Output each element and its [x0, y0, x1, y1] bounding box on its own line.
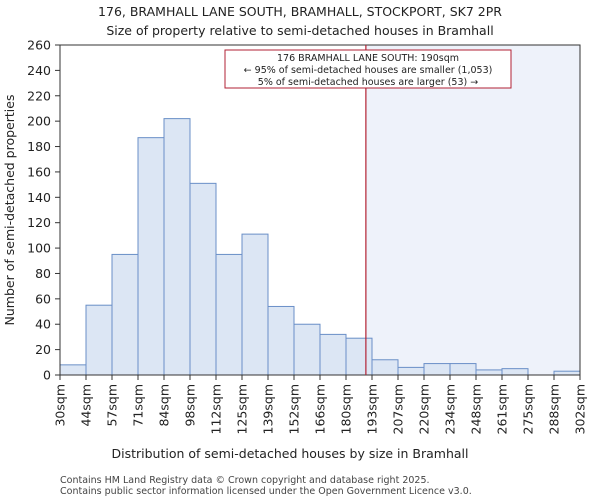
- bar-112sqm: [215, 253, 243, 376]
- y-tick-label: 260: [27, 38, 51, 53]
- bar-207sqm: [397, 366, 425, 376]
- bar-180sqm: [345, 337, 373, 376]
- bar-220sqm: [423, 363, 451, 376]
- y-tick-label: 60: [35, 291, 51, 306]
- annotation-box: [224, 49, 512, 89]
- bar-166sqm: [319, 333, 347, 376]
- x-tick-label: 98sqm: [183, 384, 198, 427]
- annotation-line-3: 5% of semi-detached houses are larger (5…: [258, 77, 478, 88]
- x-tick-label: 275sqm: [521, 384, 536, 434]
- x-tick-label: 193sqm: [365, 384, 380, 434]
- bar-30sqm: [59, 364, 87, 376]
- x-tick-label: 57sqm: [105, 384, 120, 427]
- chart-subtitle: Size of property relative to semi-detach…: [106, 23, 493, 38]
- bar-288sqm: [553, 370, 581, 376]
- x-tick-label: 152sqm: [287, 384, 302, 434]
- x-axis-label: Distribution of semi-detached houses by …: [111, 446, 468, 461]
- y-tick-label: 120: [27, 215, 51, 230]
- annotation-line-1: 176 BRAMHALL LANE SOUTH: 190sqm: [277, 53, 459, 64]
- x-tick-label: 139sqm: [261, 384, 276, 434]
- x-tick-label: 302sqm: [573, 384, 588, 434]
- bar-125sqm: [241, 233, 269, 376]
- x-tick-label: 44sqm: [79, 384, 94, 427]
- x-tick-label: 261sqm: [495, 384, 510, 434]
- x-tick-label: 207sqm: [391, 384, 406, 434]
- y-tick-label: 180: [27, 139, 51, 154]
- annotation-line-2: ← 95% of semi-detached houses are smalle…: [244, 65, 493, 76]
- bar-152sqm: [293, 323, 321, 376]
- bar-84sqm: [163, 118, 191, 376]
- x-axis: 30sqm 44sqm 57sqm 71sqm 84sqm 98sqm 112sqm 125s…: [53, 375, 588, 434]
- bar-44sqm: [85, 304, 113, 376]
- y-tick-label: 80: [35, 266, 51, 281]
- y-tick-label: 40: [35, 317, 51, 332]
- chart-title: 176, BRAMHALL LANE SOUTH, BRAMHALL, STOC…: [98, 4, 502, 19]
- bar-57sqm: [111, 253, 139, 376]
- bars-group: [59, 118, 581, 376]
- footer-line-2: Contains public sector information licen…: [60, 486, 472, 497]
- x-tick-label: 234sqm: [443, 384, 458, 434]
- bar-193sqm: [371, 359, 399, 376]
- y-tick-label: 140: [27, 190, 51, 205]
- y-tick-label: 0: [43, 368, 51, 383]
- y-axis-label: Number of semi-detached properties: [2, 95, 17, 326]
- bar-139sqm: [267, 305, 295, 376]
- x-tick-label: 84sqm: [157, 384, 172, 427]
- y-tick-label: 160: [27, 164, 51, 179]
- bar-98sqm: [189, 182, 217, 376]
- larger-region-shade: [365, 45, 580, 375]
- x-tick-label: 71sqm: [131, 384, 146, 427]
- y-tick-label: 200: [27, 114, 51, 129]
- bar-261sqm: [501, 368, 529, 376]
- x-tick-label: 125sqm: [235, 384, 250, 434]
- y-tick-label: 220: [27, 88, 51, 103]
- x-tick-label: 220sqm: [417, 384, 432, 434]
- x-tick-label: 166sqm: [313, 384, 328, 434]
- y-tick-label: 20: [35, 342, 51, 357]
- y-axis: 0 20 40 60 80 100 120 140 160 180 200 220 240 260: [27, 38, 60, 383]
- x-tick-label: 288sqm: [547, 384, 562, 434]
- bar-234sqm: [449, 363, 477, 376]
- bar-71sqm: [137, 137, 165, 376]
- bar-248sqm: [475, 369, 503, 376]
- y-tick-label: 240: [27, 63, 51, 78]
- x-tick-label: 180sqm: [339, 384, 354, 434]
- y-tick-label: 100: [27, 241, 51, 256]
- x-tick-label: 30sqm: [53, 384, 68, 427]
- x-tick-label: 112sqm: [209, 384, 224, 434]
- x-tick-label: 248sqm: [469, 384, 484, 434]
- footer-line-1: Contains HM Land Registry data © Crown c…: [60, 475, 430, 486]
